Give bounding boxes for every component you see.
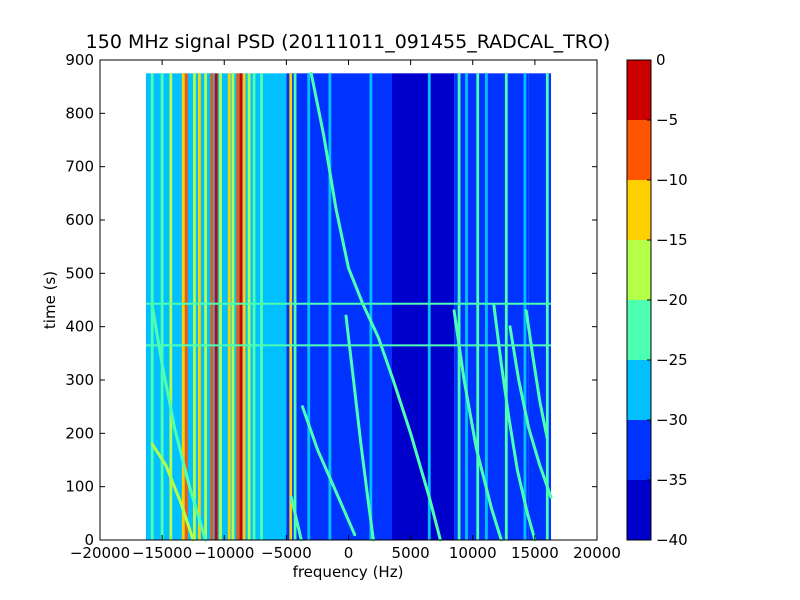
spectral-line <box>214 73 218 540</box>
colorbar-segment <box>627 60 651 120</box>
y-tick-label: 200 <box>65 424 94 442</box>
spectral-line <box>427 73 431 540</box>
spectral-line <box>193 73 196 540</box>
drift-trace <box>344 314 375 542</box>
spectral-line <box>293 73 297 540</box>
x-tick-label: −5000 <box>261 544 312 562</box>
y-tick-label: 900 <box>65 51 94 69</box>
drift-trace <box>452 309 503 542</box>
colorbar-tick-label: −25 <box>656 351 688 369</box>
drift-trace <box>289 495 303 542</box>
spectral-line <box>204 73 208 540</box>
spectral-line <box>231 73 235 540</box>
drift-trace <box>150 303 208 542</box>
drift-trace <box>524 309 549 441</box>
spectral-line <box>236 73 240 540</box>
spectral-line <box>289 73 293 540</box>
colorbar-segment <box>627 180 651 240</box>
horizontal-line <box>145 302 552 305</box>
spectral-line <box>198 73 201 540</box>
colorbar-segment <box>627 120 651 180</box>
colorbar-segment <box>627 300 651 360</box>
spectral-line <box>369 73 373 540</box>
colorbar-tick-label: −30 <box>656 411 688 429</box>
x-tick-label: −20000 <box>70 544 130 562</box>
spectral-line <box>307 73 311 540</box>
colorbar-tick-label: −15 <box>656 231 688 249</box>
y-tick-label: 700 <box>65 158 94 176</box>
x-tick-label: 5000 <box>392 544 430 562</box>
plot-area: −20000 −15000 −10000 −5000 0 5000 10000 15000 20… <box>65 51 621 562</box>
spectral-line <box>239 73 243 540</box>
x-axis: −20000 −15000 −10000 −5000 0 5000 10000 15000 20… <box>70 60 621 562</box>
y-axis: 0 100 200 300 400 500 600 700 800 900 <box>65 51 597 549</box>
x-tick-label: 0 <box>344 544 354 562</box>
spectral-line <box>227 73 231 540</box>
x-axis-label: frequency (Hz) <box>293 563 404 581</box>
y-tick-label: 100 <box>65 478 94 496</box>
heatmap-region <box>286 73 392 540</box>
colorbar-tick-label: −35 <box>656 471 688 489</box>
y-tick-label: 400 <box>65 318 94 336</box>
drift-trace <box>508 325 553 499</box>
x-tick-label: −10000 <box>194 544 254 562</box>
spectral-line <box>252 73 256 540</box>
colorbar-tick-label: −10 <box>656 171 688 189</box>
drift-trace <box>309 71 442 542</box>
spectral-line <box>523 73 527 540</box>
y-tick-label: 600 <box>65 211 94 229</box>
spectral-line <box>485 73 488 540</box>
y-tick-label: 300 <box>65 371 94 389</box>
spectral-line <box>242 73 246 540</box>
colorbar-tick-label: −20 <box>656 291 688 309</box>
y-axis-label: time (s) <box>41 271 59 329</box>
spectral-line <box>181 73 185 540</box>
spectral-line <box>328 73 332 540</box>
spectral-line <box>160 73 164 540</box>
colorbar-tick-label: −40 <box>656 531 688 549</box>
drift-trace <box>150 442 195 542</box>
drift-trace <box>301 405 357 537</box>
x-tick-label: 10000 <box>449 544 497 562</box>
x-tick-label: 20000 <box>573 544 621 562</box>
colorbar: 0 −5 −10 −15 −20 −25 −30 −35 −40 <box>626 51 688 549</box>
spectral-line <box>457 73 461 540</box>
spectral-line <box>504 73 508 540</box>
spectral-line <box>247 73 251 540</box>
colorbar-tick-label: −5 <box>656 111 678 129</box>
spectral-line <box>465 73 468 540</box>
colorbar-segment <box>627 360 651 420</box>
chart-title: 150 MHz signal PSD (20111011_091455_RADC… <box>86 31 611 53</box>
x-tick-label: 15000 <box>511 544 559 562</box>
heatmap-region <box>391 73 455 540</box>
y-tick-label: 800 <box>65 104 94 122</box>
spectral-line <box>210 73 214 540</box>
spectrogram <box>145 71 553 542</box>
y-tick-label: 500 <box>65 264 94 282</box>
spectral-line <box>219 73 222 540</box>
x-tick-label: −15000 <box>132 544 192 562</box>
spectral-line <box>260 73 263 540</box>
colorbar-segment <box>627 420 651 480</box>
spectral-line <box>476 73 480 540</box>
colorbar-segment <box>627 240 651 300</box>
y-tick-label: 0 <box>84 531 94 549</box>
spectral-line <box>184 73 188 540</box>
spectral-line <box>169 73 173 540</box>
colorbar-segment <box>627 480 651 540</box>
spectral-line <box>545 73 549 540</box>
colorbar-tick-label: 0 <box>656 51 666 69</box>
drift-trace <box>492 303 537 542</box>
